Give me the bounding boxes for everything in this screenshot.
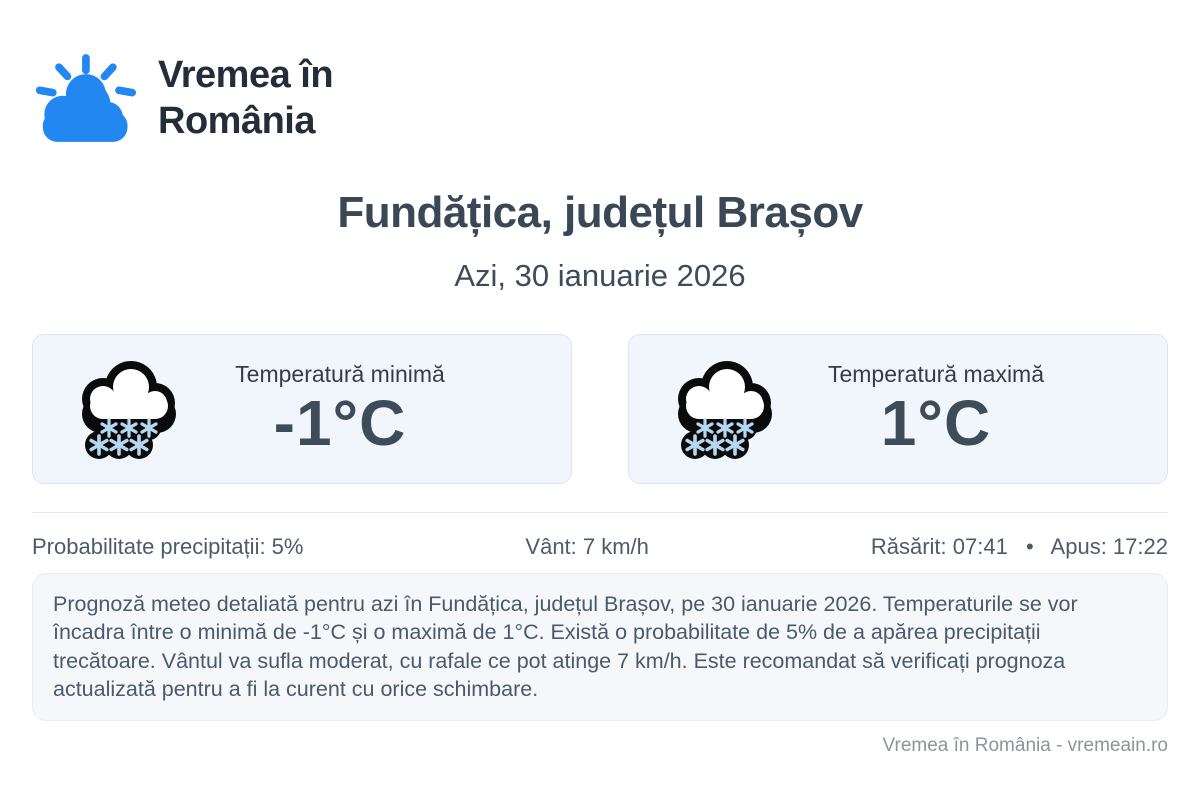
wind-stat: Vânt: 7 km/h xyxy=(525,534,649,559)
max-temp-text: Temperatură maximă 1°C xyxy=(821,361,1051,457)
site-logo[interactable]: Vremea în România xyxy=(32,0,1168,148)
min-temp-label: Temperatură minimă xyxy=(235,360,445,387)
sun-times: Răsărit: 07:41 • Apus: 17:22 xyxy=(871,534,1168,560)
snow-cloud-icon xyxy=(665,353,785,465)
logo-line1: Vremea în xyxy=(158,53,334,96)
precipitation-stat: Probabilitate precipitații: 5% xyxy=(32,534,304,559)
sunset-stat: Apus: 17:22 xyxy=(1050,534,1168,559)
max-temp-value: 1°C xyxy=(880,386,992,459)
logo-line2: România xyxy=(158,100,315,142)
max-temp-label: Temperatură maximă xyxy=(827,360,1045,387)
max-temp-card: Temperatură maximă 1°C xyxy=(628,334,1168,484)
date-subtitle: Azi, 30 ianuarie 2026 xyxy=(454,258,746,293)
temperature-cards: Temperatură minimă -1°C Temperatură maxi… xyxy=(32,334,1168,484)
stats-divider xyxy=(32,512,1168,513)
stats-row: Probabilitate precipitații: 5% Vânt: 7 k… xyxy=(32,534,1168,560)
sunrise-stat: Răsărit: 07:41 xyxy=(870,534,1008,559)
forecast-text: Prognoză meteo detaliată pentru azi în F… xyxy=(53,592,1078,702)
page-title: Fundățica, județul Brașov xyxy=(337,188,863,237)
min-temp-card: Temperatură minimă -1°C xyxy=(32,334,572,484)
min-temp-value: -1°C xyxy=(273,386,407,459)
min-temp-text: Temperatură minimă -1°C xyxy=(225,361,455,457)
logo-text: Vremea în România xyxy=(158,52,334,145)
snow-cloud-icon xyxy=(69,353,189,465)
sun-cloud-logo-icon xyxy=(35,54,136,142)
forecast-summary: Prognoză meteo detaliată pentru azi în F… xyxy=(32,573,1168,721)
bullet-separator: • xyxy=(1025,534,1034,559)
footer-credit[interactable]: Vremea în România - vremeain.ro xyxy=(882,734,1168,756)
